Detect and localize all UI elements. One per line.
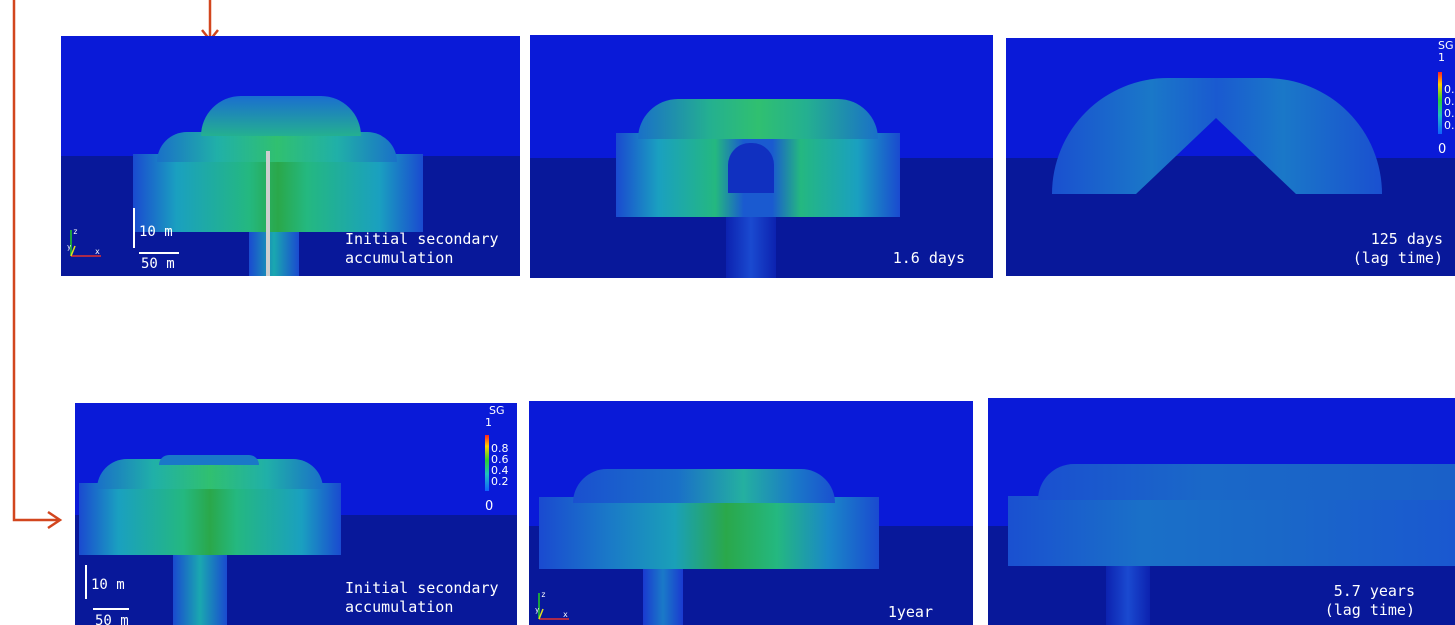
plume-cap (1008, 496, 1455, 566)
panel-1-6-days: 1.6 days (530, 35, 993, 278)
horizontal-scale-bar (139, 252, 179, 254)
plume-stem (1106, 566, 1150, 625)
panel-caption: Initial secondary accumulation (345, 230, 499, 267)
depleted-core (728, 143, 774, 193)
horizontal-scale-bar (93, 608, 129, 610)
sg-colorbar: SG 1 0.8 0.6 0.4 0.2 0 (1438, 39, 1455, 157)
panel-125-days: SG 1 0.8 0.6 0.4 0.2 0 125 days (lag tim… (1006, 38, 1455, 276)
axis-triad-icon: z x y (535, 590, 569, 620)
svg-text:y: y (535, 606, 539, 614)
svg-text:z: z (73, 227, 78, 236)
panel-caption: 1year (887, 603, 933, 621)
well-line (266, 151, 270, 276)
panel-caption: 5.7 years (lag time) (1324, 582, 1415, 619)
horizontal-scale-label: 50 m (95, 613, 129, 625)
vertical-scale-label: 10 m (91, 577, 125, 593)
left-connector-line (12, 0, 58, 522)
left-arrow-head (47, 510, 63, 530)
panel-5-7-years: 5.7 years (lag time) (988, 398, 1455, 625)
vertical-scale-label: 10 m (139, 224, 173, 240)
vertical-scale-bar (85, 565, 87, 599)
plume-stem (726, 217, 776, 278)
plume-stem (249, 232, 299, 276)
plume-cap (133, 154, 423, 232)
plume-cap (539, 497, 879, 569)
sg-colorbar: SG 1 0.8 0.6 0.4 0.2 0 (485, 404, 509, 514)
axis-triad-icon: z x y (67, 227, 101, 257)
panel-initial-accumulation-top: z x y 10 m 50 m Initial secondary accumu… (61, 36, 520, 276)
svg-text:x: x (563, 610, 568, 619)
panel-caption: 125 days (lag time) (1352, 230, 1443, 267)
panel-caption: Initial secondary accumulation (345, 579, 499, 616)
panel-initial-accumulation-bottom: 10 m 50 m Initial secondary accumulation… (75, 403, 517, 625)
plume-stem (173, 555, 227, 625)
vertical-scale-bar (133, 208, 135, 248)
horizontal-scale-label: 50 m (141, 256, 175, 272)
panel-caption: 1.6 days (892, 249, 965, 267)
svg-text:y: y (67, 243, 71, 251)
svg-text:x: x (95, 247, 100, 256)
plume-stem (643, 569, 683, 625)
svg-text:z: z (541, 590, 546, 599)
plume-cap (79, 483, 341, 555)
panel-1-year: z x y 1year (529, 401, 973, 625)
